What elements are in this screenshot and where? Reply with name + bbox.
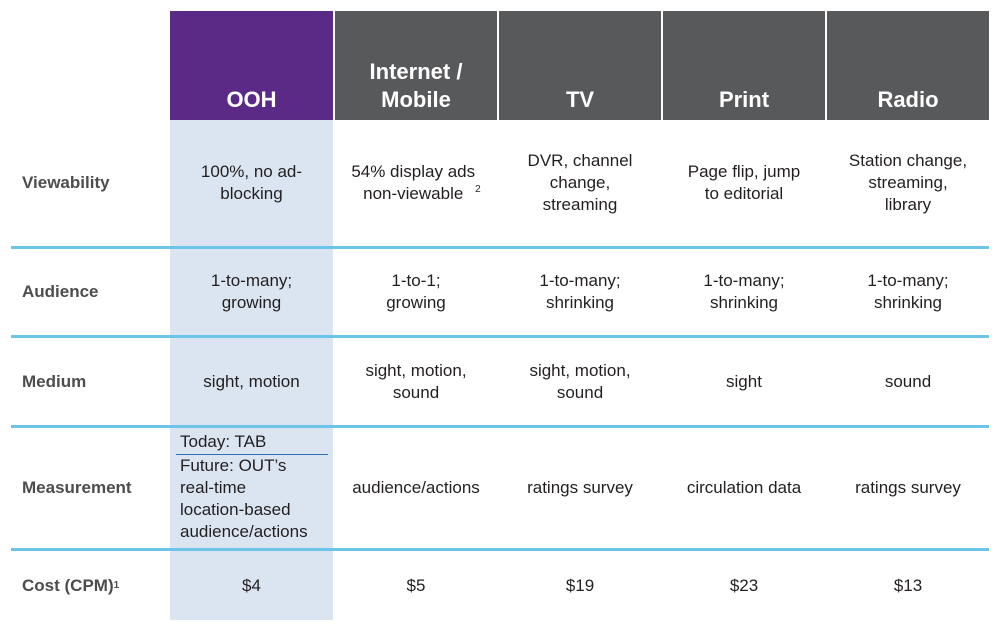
header-internet-mobile-label: Internet / Mobile [369, 59, 463, 112]
cell-medium-radio: sound [884, 371, 932, 391]
cell-viewability-tv: DVR, channel change, streaming [527, 151, 633, 214]
row-label-text: Viewability [22, 173, 110, 192]
cell-viewability-internet: 54% display ads non-viewable 2 [351, 162, 481, 203]
cell-medium-tv: sight, motion, sound [529, 360, 631, 402]
row-label-audience: Audience [22, 249, 99, 335]
ooh-column-highlight [170, 120, 333, 620]
row-label-text: Medium [22, 371, 87, 391]
header-tv-label: TV [565, 87, 595, 112]
row-label-text: Cost (CPM) [22, 576, 114, 595]
row-label-text: Measurement [22, 478, 132, 497]
row-divider [11, 335, 989, 338]
cell-cost-tv: $19 [565, 576, 595, 595]
header-ooh: OOH [170, 11, 333, 120]
header-radio: Radio [827, 11, 989, 120]
cell-medium-print: sight [726, 371, 762, 391]
cell-audience-tv: 1-to-many; shrinking [539, 271, 621, 312]
cell-cost-radio: $13 [893, 576, 923, 595]
header-ooh-label: OOH [226, 87, 277, 112]
measurement-ooh-today: Today: TAB [180, 432, 267, 451]
cell-audience-radio: 1-to-many; shrinking [867, 271, 949, 312]
row-label-cost: Cost (CPM) 1 [22, 576, 120, 595]
row-label-text: Audience [22, 282, 99, 301]
cell-audience-internet: 1-to-1; growing [386, 271, 446, 312]
row-label-measurement: Measurement [22, 428, 132, 548]
cell-viewability-print: Page flip, jump to editorial [687, 162, 801, 203]
header-print: Print [663, 11, 825, 120]
cell-measurement-internet: audience/actions [352, 478, 480, 497]
cell-medium-internet: sight, motion, sound [365, 360, 467, 402]
cell-cost-print: $23 [729, 576, 759, 595]
header-tv: TV [499, 11, 661, 120]
cell-cost-internet: $5 [406, 576, 426, 595]
cell-text: 54% display ads non-viewable [351, 162, 476, 203]
row-divider [11, 548, 989, 551]
cell-measurement-print: circulation data [686, 478, 802, 497]
cell-viewability-ooh: 100%, no ad- blocking [200, 162, 303, 203]
header-internet-mobile: Internet / Mobile [335, 11, 497, 120]
cell-viewability-radio: Station change, streaming, library [848, 151, 968, 214]
cell-medium-ooh: sight, motion [203, 371, 300, 391]
row-divider [11, 425, 989, 428]
row-divider [11, 246, 989, 249]
cell-cost-ooh: $4 [242, 576, 261, 595]
cell-audience-print: 1-to-many; shrinking [703, 271, 785, 312]
row-label-medium: Medium [22, 338, 86, 425]
cell-audience-ooh: 1-to-many; growing [210, 271, 293, 312]
measurement-ooh-divider [176, 454, 328, 455]
measurement-ooh-future: Future: OUT’s real-time location-based a… [180, 456, 308, 541]
cell-measurement-radio: ratings survey [855, 478, 961, 497]
row-label-viewability: Viewability [22, 120, 110, 246]
cell-measurement-tv: ratings survey [527, 478, 633, 497]
header-radio-label: Radio [877, 87, 939, 112]
header-print-label: Print [718, 87, 770, 112]
